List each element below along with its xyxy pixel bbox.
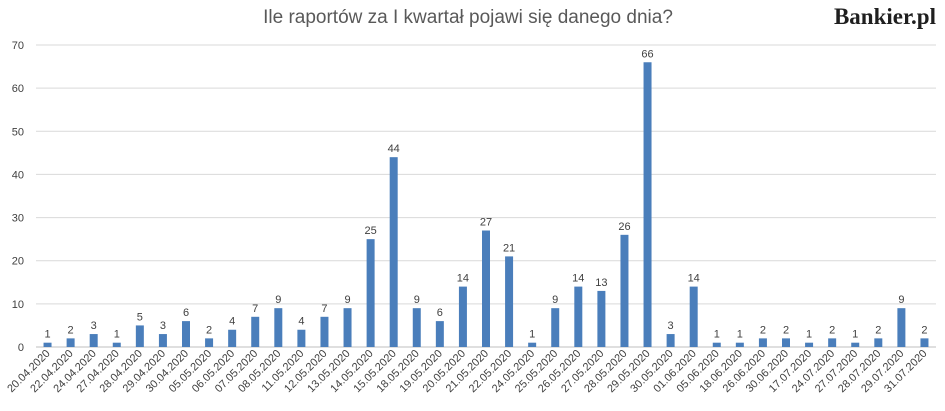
data-label: 1 xyxy=(114,329,120,341)
data-label: 9 xyxy=(414,294,420,306)
bar xyxy=(828,338,837,347)
y-tick-label: 60 xyxy=(12,83,24,95)
y-tick-label: 40 xyxy=(12,169,24,181)
data-label: 9 xyxy=(275,294,281,306)
y-axis-ticks: 0 10 20 30 40 50 60 70 xyxy=(12,40,24,354)
bar xyxy=(528,342,537,347)
data-label: 21 xyxy=(503,242,515,254)
data-label: 7 xyxy=(252,303,258,315)
data-label: 7 xyxy=(321,303,327,315)
data-label: 1 xyxy=(44,329,50,341)
brand-logo: Bankier.pl xyxy=(834,4,936,29)
bar xyxy=(435,321,444,347)
bar xyxy=(274,308,283,347)
bar xyxy=(735,342,744,347)
bar xyxy=(643,62,652,347)
bar xyxy=(89,334,98,347)
data-label: 66 xyxy=(641,48,653,60)
bar xyxy=(320,316,329,347)
data-label: 5 xyxy=(137,311,143,323)
data-label: 14 xyxy=(688,273,700,285)
bar xyxy=(805,342,814,347)
data-label: 3 xyxy=(91,320,97,332)
data-label: 2 xyxy=(783,324,789,336)
bar xyxy=(205,338,214,347)
data-label: 4 xyxy=(298,316,304,328)
data-label: 13 xyxy=(595,277,607,289)
data-label: 14 xyxy=(572,273,584,285)
bar xyxy=(574,286,583,347)
y-tick-label: 0 xyxy=(18,342,24,354)
data-label: 1 xyxy=(529,329,535,341)
bar xyxy=(112,342,121,347)
bar xyxy=(851,342,860,347)
bar xyxy=(758,338,767,347)
bar xyxy=(782,338,790,347)
bar xyxy=(135,325,144,347)
chart-title: Ile raportów za I kwartał pojawi się dan… xyxy=(263,7,673,28)
bar xyxy=(182,321,190,347)
bar xyxy=(666,334,675,347)
bar xyxy=(158,334,167,347)
bar xyxy=(343,308,352,347)
bar xyxy=(689,286,698,347)
bar xyxy=(897,308,906,347)
data-label: 25 xyxy=(364,225,376,237)
y-tick-label: 20 xyxy=(12,256,24,268)
bar xyxy=(597,290,606,347)
bar xyxy=(874,338,883,347)
data-label: 3 xyxy=(160,320,166,332)
data-label: 4 xyxy=(229,316,235,328)
data-label: 3 xyxy=(668,320,674,332)
data-label: 1 xyxy=(737,329,743,341)
bar xyxy=(66,338,75,347)
data-label: 1 xyxy=(852,329,858,341)
data-label: 2 xyxy=(875,324,881,336)
bar xyxy=(366,239,375,347)
data-label: 26 xyxy=(618,221,630,233)
data-label: 2 xyxy=(921,324,927,336)
data-label: 6 xyxy=(183,307,189,319)
bar xyxy=(482,230,490,347)
data-label: 14 xyxy=(457,273,469,285)
x-axis-ticks: 20.04.202022.04.202024.04.202027.04.2020… xyxy=(5,348,929,395)
y-tick-label: 10 xyxy=(12,299,24,311)
data-label: 2 xyxy=(829,324,835,336)
bar xyxy=(505,256,514,347)
data-label: 44 xyxy=(388,143,400,155)
bar xyxy=(551,308,560,347)
data-label: 27 xyxy=(480,217,492,229)
data-label: 6 xyxy=(437,307,443,319)
data-label: 2 xyxy=(68,324,74,336)
data-label: 1 xyxy=(806,329,812,341)
bar xyxy=(297,329,306,347)
data-label: 9 xyxy=(552,294,558,306)
data-label: 2 xyxy=(760,324,766,336)
bar xyxy=(389,157,398,347)
y-tick-label: 50 xyxy=(12,126,24,138)
bar xyxy=(43,342,52,347)
data-label: 9 xyxy=(898,294,904,306)
bar xyxy=(251,316,260,347)
bar xyxy=(228,329,237,347)
data-label: 9 xyxy=(344,294,350,306)
bar xyxy=(920,338,929,347)
data-label: 2 xyxy=(206,324,212,336)
y-tick-label: 30 xyxy=(12,213,24,225)
bar xyxy=(712,342,721,347)
bar xyxy=(620,234,629,347)
bar xyxy=(412,308,421,347)
bar xyxy=(458,286,467,347)
y-tick-label: 70 xyxy=(12,40,24,52)
data-label: 1 xyxy=(714,329,720,341)
bars xyxy=(43,62,929,347)
